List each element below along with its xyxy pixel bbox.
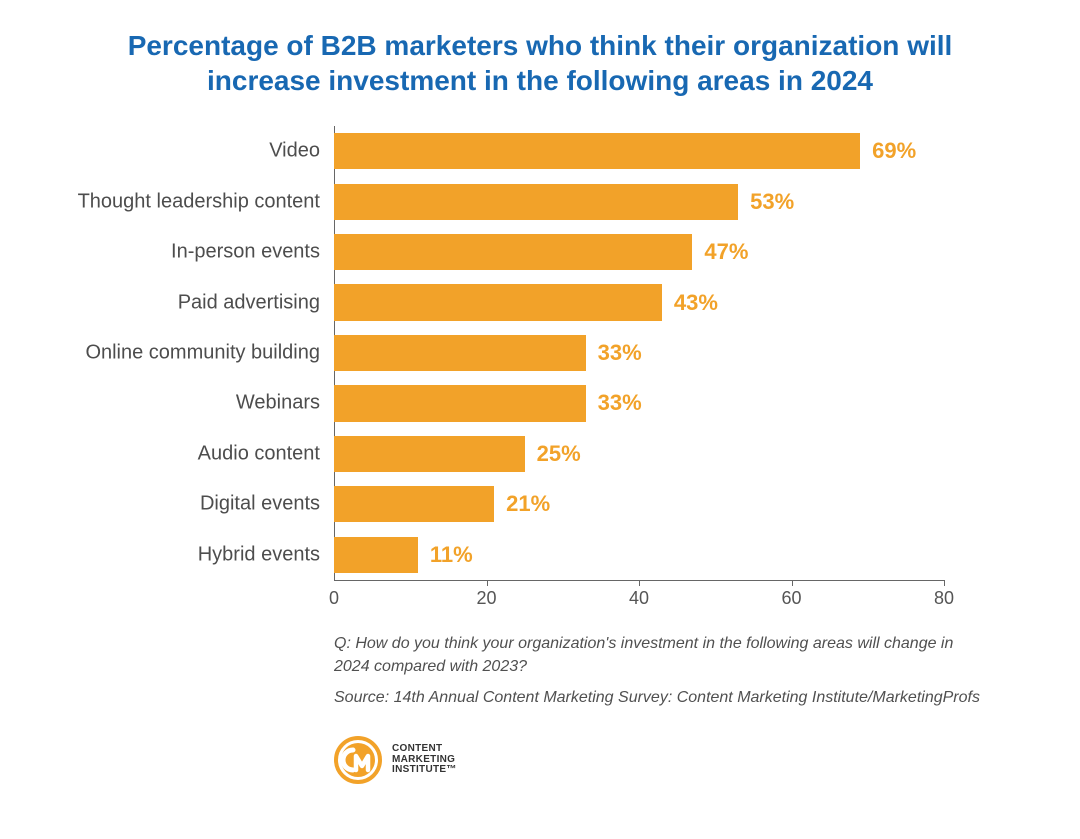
x-tick-label: 80 [934, 588, 954, 609]
category-label: Video [269, 140, 334, 163]
bar: 33% [334, 335, 586, 371]
x-tick-label: 60 [781, 588, 801, 609]
bar: 69% [334, 133, 860, 169]
bar-row: 53%Thought leadership content [334, 184, 944, 220]
category-label: Paid advertising [178, 291, 334, 314]
x-tick-label: 0 [329, 588, 339, 609]
cmi-logo-text: CONTENT MARKETING INSTITUTE™ [392, 744, 457, 776]
bar-row: 33%Webinars [334, 385, 944, 421]
category-label: In-person events [171, 241, 334, 264]
x-tick-label: 40 [629, 588, 649, 609]
bar: 33% [334, 385, 586, 421]
cmi-logo: CONTENT MARKETING INSTITUTE™ [334, 736, 457, 784]
bar-value-label: 53% [738, 189, 794, 215]
bar-row: 43%Paid advertising [334, 284, 944, 320]
x-tick [487, 580, 488, 586]
bar: 21% [334, 486, 494, 522]
bar-row: 11%Hybrid events [334, 537, 944, 573]
chart-title: Percentage of B2B marketers who think th… [0, 28, 1080, 98]
x-tick [944, 580, 945, 586]
bar: 11% [334, 537, 418, 573]
x-tick [639, 580, 640, 586]
bar-chart: 69%Video 53%Thought leadership content 47%… [334, 126, 944, 580]
x-tick-label: 20 [476, 588, 496, 609]
bar: 53% [334, 184, 738, 220]
plot-area: 69%Video 53%Thought leadership content 47%… [334, 126, 944, 580]
bar: 43% [334, 284, 662, 320]
bar-value-label: 21% [494, 491, 550, 517]
bar-value-label: 69% [860, 138, 916, 164]
bar: 25% [334, 436, 525, 472]
bar-value-label: 11% [418, 542, 473, 568]
bar-row: 69%Video [334, 133, 944, 169]
logo-line-3: INSTITUTE™ [392, 765, 457, 776]
category-label: Audio content [198, 442, 334, 465]
bar-value-label: 25% [525, 441, 581, 467]
x-tick [792, 580, 793, 586]
bar-value-label: 43% [662, 290, 718, 316]
category-label: Digital events [200, 493, 334, 516]
bar-value-label: 47% [692, 239, 748, 265]
bar-row: 33%Online community building [334, 335, 944, 371]
bar-value-label: 33% [586, 340, 642, 366]
category-label: Hybrid events [198, 543, 334, 566]
footnote-question: Q: How do you think your organization's … [334, 632, 964, 678]
chart-container: Percentage of B2B marketers who think th… [0, 0, 1080, 839]
category-label: Thought leadership content [78, 190, 334, 213]
footnote-source: Source: 14th Annual Content Marketing Su… [334, 686, 1004, 709]
category-label: Online community building [85, 341, 334, 364]
category-label: Webinars [236, 392, 334, 415]
cmi-logo-icon [334, 736, 382, 784]
bar-row: 21%Digital events [334, 486, 944, 522]
bar-row: 47%In-person events [334, 234, 944, 270]
bar-value-label: 33% [586, 390, 642, 416]
bar: 47% [334, 234, 692, 270]
bar-row: 25%Audio content [334, 436, 944, 472]
